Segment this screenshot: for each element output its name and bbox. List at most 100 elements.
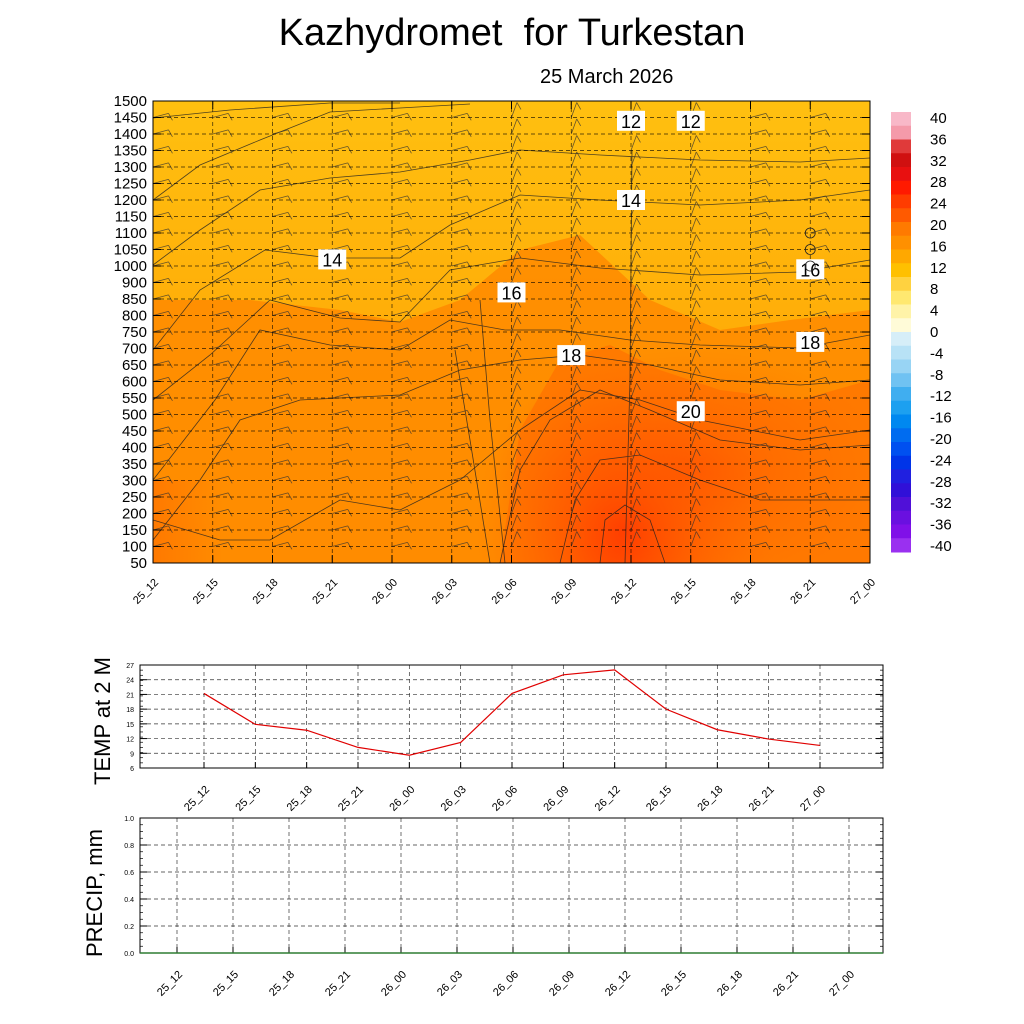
wind-barb-flag <box>825 542 831 550</box>
wind-barb-flag <box>407 377 412 385</box>
wind-barb-flag <box>227 129 233 138</box>
wind-barb-flag <box>765 228 771 237</box>
wind-barb <box>212 112 229 118</box>
y-tick-label: 50 <box>130 555 147 572</box>
wind-barb <box>451 360 468 366</box>
x-tick-label: 26_03 <box>439 784 469 814</box>
wind-barb-flag <box>168 228 173 237</box>
wind-barb <box>869 183 870 184</box>
wind-barb <box>451 426 468 432</box>
wind-barb <box>690 481 697 498</box>
y-tick-label: 12 <box>126 737 134 744</box>
y-tick-label: 0.2 <box>124 924 134 931</box>
wind-barb-flag <box>168 113 173 121</box>
wind-barb <box>212 162 229 168</box>
wind-barb <box>272 244 289 250</box>
wind-barb <box>630 316 637 333</box>
colorbar-label: 12 <box>930 260 947 277</box>
wind-barb-flag <box>227 393 233 402</box>
wind-barb-flag <box>168 179 173 187</box>
wind-barb <box>570 448 578 465</box>
wind-barb-flag <box>168 311 173 319</box>
wind-barb-flag <box>347 476 353 484</box>
wind-barb <box>690 349 697 366</box>
wind-barb <box>391 261 408 267</box>
wind-barb-flag <box>516 432 522 440</box>
wind-barb-flag <box>516 168 522 176</box>
wind-barb-flag <box>885 262 889 269</box>
wind-barb <box>511 399 518 415</box>
wind-barb <box>391 112 408 118</box>
wind-barb <box>511 465 518 481</box>
wind-barb-flag <box>695 316 701 325</box>
wind-barb <box>810 162 826 168</box>
wind-barb <box>391 360 408 366</box>
wind-barb <box>272 376 289 382</box>
wind-barb-flag <box>347 311 353 319</box>
y-tick-label: 1000 <box>114 258 147 275</box>
y-tick-label: 1200 <box>114 192 147 209</box>
wind-barb <box>451 195 468 201</box>
wind-barb-flag <box>825 146 831 154</box>
wind-barb-flag <box>287 360 293 369</box>
wind-barb <box>391 426 408 432</box>
wind-barb-flag <box>227 542 233 550</box>
wind-barb <box>511 201 518 217</box>
wind-barb <box>272 310 289 316</box>
wind-barb <box>869 496 870 497</box>
wind-barb <box>332 459 348 465</box>
wind-barb-flag <box>516 366 522 374</box>
wind-barb <box>630 366 637 382</box>
wind-barb-flag <box>466 443 472 451</box>
isoline <box>153 102 400 119</box>
colorbar-segment <box>891 139 911 154</box>
wind-barb-flag <box>885 344 889 351</box>
wind-barb <box>332 228 348 234</box>
y-tick-label: 1250 <box>114 176 147 193</box>
wind-barb <box>153 211 169 217</box>
wind-barb-flag <box>576 399 582 407</box>
wind-barb <box>511 415 518 432</box>
wind-barb <box>750 261 767 267</box>
wind-barb-flag <box>407 294 412 303</box>
wind-barb-flag <box>168 443 173 451</box>
wind-barb-flag <box>825 476 831 484</box>
wind-barb <box>690 448 697 465</box>
x-tick-label: 26_06 <box>491 969 521 999</box>
wind-barb <box>810 112 826 118</box>
wind-barb-flag <box>516 415 522 424</box>
wind-barb-flag <box>227 327 233 336</box>
wind-barb-flag <box>227 377 233 385</box>
wind-barb <box>570 234 578 250</box>
wind-barb <box>391 211 408 217</box>
wind-barb-flag <box>407 393 412 402</box>
wind-barb <box>332 475 348 481</box>
wind-barb <box>570 283 578 300</box>
wind-barb <box>153 129 169 135</box>
contour-label-text: 14 <box>322 250 342 270</box>
contour-label-text: 20 <box>681 402 701 422</box>
wind-barb <box>690 465 697 481</box>
colorbar-segment <box>891 208 911 223</box>
wind-barb-flag <box>636 316 641 325</box>
wind-barb-flag <box>885 229 889 236</box>
wind-barb <box>570 399 578 415</box>
wind-barb-flag <box>576 481 582 490</box>
wind-barb <box>750 162 767 168</box>
wind-barb-flag <box>516 316 522 325</box>
wind-barb <box>750 360 767 366</box>
wind-barb <box>869 216 870 217</box>
wind-barb-flag <box>576 168 582 176</box>
wind-barb <box>153 360 169 366</box>
wind-barb-flag <box>227 492 233 501</box>
wind-barb <box>750 195 767 201</box>
x-tick-label: 25_15 <box>191 577 221 607</box>
y-tick-label: 27 <box>126 663 134 670</box>
wind-barb-flag <box>885 476 889 483</box>
wind-barb-flag <box>287 129 293 138</box>
x-tick-label: 26_12 <box>603 969 633 999</box>
wind-barb-flag <box>407 129 412 138</box>
wind-barb <box>869 150 870 151</box>
wind-barb <box>690 498 697 514</box>
wind-barb <box>810 409 826 415</box>
